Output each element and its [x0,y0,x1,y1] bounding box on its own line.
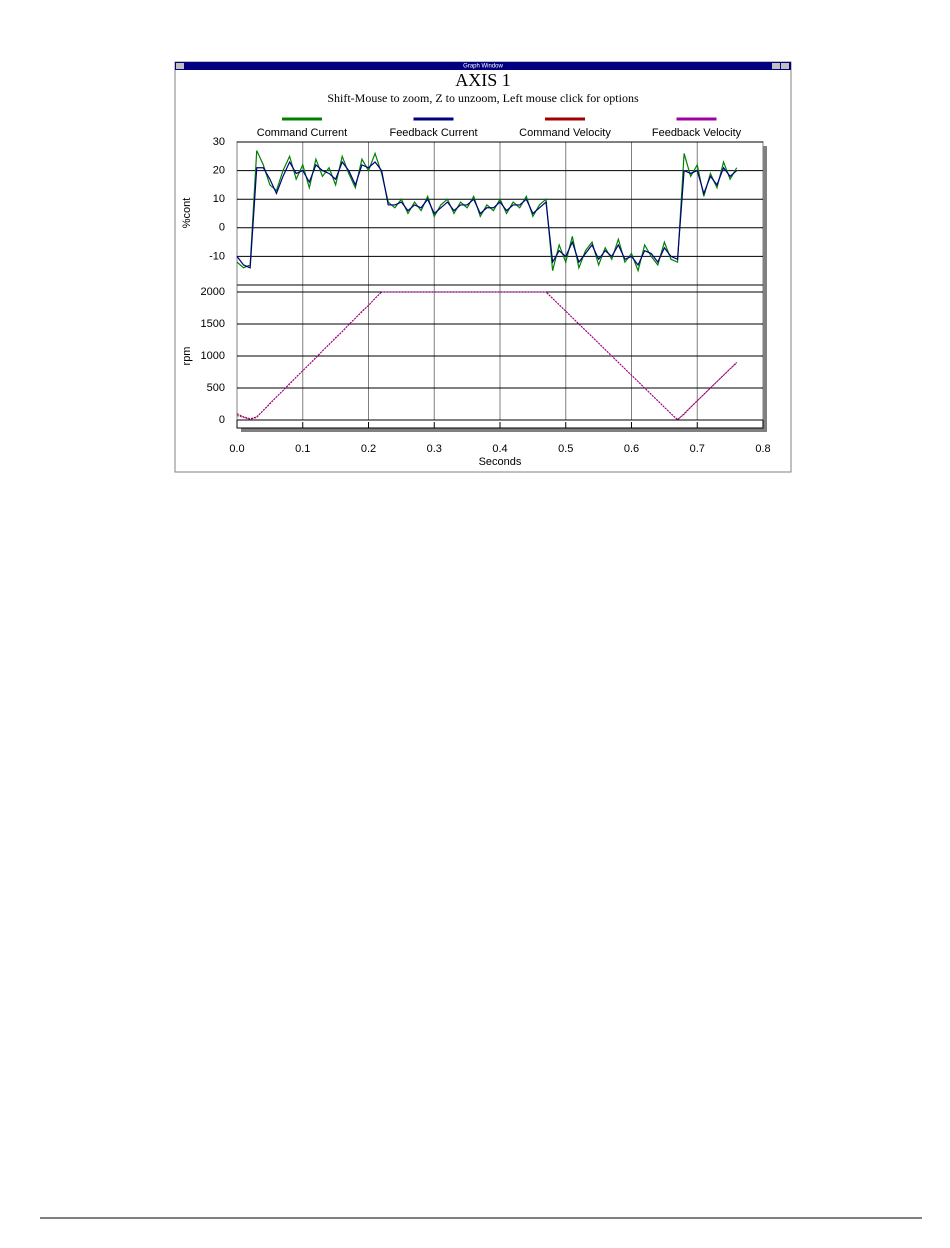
x-tick-label: 0.4 [492,443,507,455]
series-line [236,150,738,273]
y-tick-label: 30 [213,136,225,148]
window-title: Graph Window [463,64,503,70]
x-tick-label: 0.6 [624,443,639,455]
x-tick-label: 0.2 [361,443,376,455]
x-tick-label: 0.7 [690,443,705,455]
legend-label: Feedback Velocity [652,127,742,139]
y2-axis-label: rpm [181,347,193,366]
x-axis-label: Seconds [479,456,522,468]
x-tick-label: 0.3 [427,443,442,455]
y-axis-label: %cont [181,198,193,229]
y2-tick-label: 500 [207,382,225,394]
y2-tick-label: 1000 [201,350,225,362]
y-tick-label: 10 [213,193,225,205]
series-line [236,160,738,269]
title-bar [175,62,791,70]
legend-label: Feedback Current [389,127,477,139]
x-tick-label: 0.5 [558,443,573,455]
y-tick-label: 0 [219,222,225,234]
y2-tick-label: 2000 [201,286,225,298]
legend-label: Command Velocity [519,127,611,139]
x-tick-label: 0.8 [755,443,770,455]
maximize-button[interactable] [781,63,789,69]
y2-tick-label: 0 [219,414,225,426]
minimize-button[interactable] [772,63,780,69]
series-line [236,291,738,421]
chart-title: AXIS 1 [455,70,511,90]
system-menu[interactable] [176,63,184,69]
y2-tick-label: 1500 [201,318,225,330]
x-tick-label: 0.1 [295,443,310,455]
y-tick-label: 20 [213,165,225,177]
x-tick-label: 0.0 [229,443,244,455]
y-tick-label: -10 [209,250,225,262]
chart-subtitle: Shift-Mouse to zoom, Z to unzoom, Left m… [327,91,639,105]
legend-label: Command Current [257,127,347,139]
